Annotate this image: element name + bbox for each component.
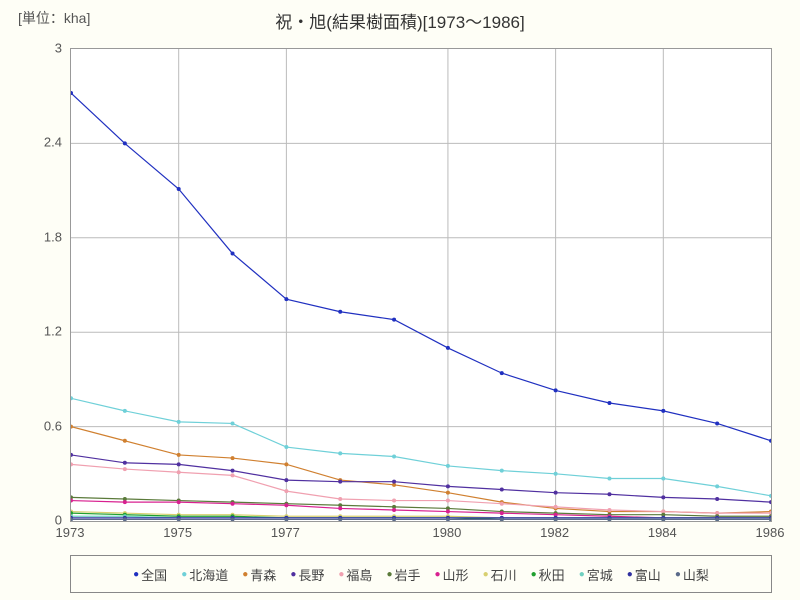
legend-label: 全国 xyxy=(141,565,167,584)
plot-svg xyxy=(71,49,771,521)
legend-item: ●岩手 xyxy=(386,565,420,584)
legend-label: 福島 xyxy=(346,565,372,584)
legend-marker-icon: ● xyxy=(435,569,441,580)
legend-label: 山形 xyxy=(443,565,469,584)
legend-label: 長野 xyxy=(298,565,324,584)
legend-item: ●福島 xyxy=(338,565,372,584)
legend-label: 秋田 xyxy=(539,565,565,584)
legend-item: ●秋田 xyxy=(531,565,565,584)
legend-item: ●山梨 xyxy=(675,565,709,584)
legend-marker-icon: ● xyxy=(338,569,344,580)
legend-item: ●石川 xyxy=(483,565,517,584)
x-tick-label: 1973 xyxy=(56,525,85,540)
chart-title: 祝・旭(結果樹面積)[1973～1986] xyxy=(0,8,800,33)
chart-container: [単位：kha] 祝・旭(結果樹面積)[1973～1986] 00.61.21.… xyxy=(0,0,800,600)
x-tick-label: 1980 xyxy=(432,525,461,540)
legend-marker-icon: ● xyxy=(675,569,681,580)
legend-label: 岩手 xyxy=(394,565,420,584)
x-tick-label: 1986 xyxy=(756,525,785,540)
x-tick-label: 1984 xyxy=(648,525,677,540)
legend-marker-icon: ● xyxy=(386,569,392,580)
legend-item: ●全国 xyxy=(133,565,167,584)
y-tick-label: 1.8 xyxy=(44,229,62,244)
legend-marker-icon: ● xyxy=(483,569,489,580)
legend-label: 宮城 xyxy=(587,565,613,584)
y-tick-label: 0.6 xyxy=(44,418,62,433)
y-tick-label: 1.2 xyxy=(44,324,62,339)
legend-label: 北海道 xyxy=(189,565,228,584)
legend-item: ●長野 xyxy=(290,565,324,584)
plot-area xyxy=(70,48,772,522)
x-tick-label: 1977 xyxy=(271,525,300,540)
legend-label: 石川 xyxy=(491,565,517,584)
legend-label: 山梨 xyxy=(683,565,709,584)
x-tick-label: 1975 xyxy=(163,525,192,540)
legend-marker-icon: ● xyxy=(627,569,633,580)
legend-marker-icon: ● xyxy=(579,569,585,580)
legend-marker-icon: ● xyxy=(242,569,248,580)
legend-label: 富山 xyxy=(635,565,661,584)
legend-marker-icon: ● xyxy=(290,569,296,580)
x-tick-label: 1982 xyxy=(540,525,569,540)
legend-item: ●青森 xyxy=(242,565,276,584)
legend-marker-icon: ● xyxy=(531,569,537,580)
legend-marker-icon: ● xyxy=(181,569,187,580)
y-tick-label: 3 xyxy=(55,41,62,56)
legend-item: ●山形 xyxy=(435,565,469,584)
legend-label: 青森 xyxy=(250,565,276,584)
y-tick-label: 2.4 xyxy=(44,135,62,150)
legend-item: ●北海道 xyxy=(181,565,228,584)
legend: ●全国●北海道●青森●長野●福島●岩手●山形●石川●秋田●宮城●富山●山梨 xyxy=(70,555,772,593)
legend-item: ●宮城 xyxy=(579,565,613,584)
legend-item: ●富山 xyxy=(627,565,661,584)
legend-marker-icon: ● xyxy=(133,569,139,580)
